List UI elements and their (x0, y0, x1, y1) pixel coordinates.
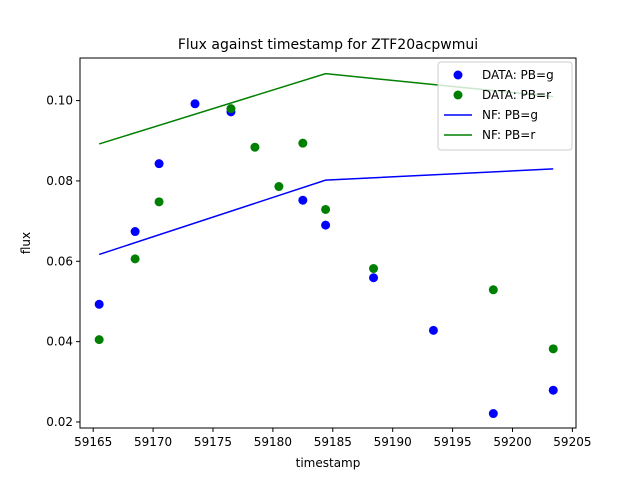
data-point (298, 195, 308, 205)
axes-frame (79, 57, 577, 429)
legend-label: DATA: PB=r (482, 88, 551, 102)
legend-marker (453, 90, 463, 100)
data-point (548, 385, 558, 395)
series-line (98, 168, 554, 256)
data-point (369, 273, 379, 283)
data-point (154, 197, 164, 207)
y-axis-label: flux (19, 232, 33, 254)
x-tick-label: 59195 (434, 435, 472, 449)
data-point (298, 138, 308, 148)
x-tick-label: 59190 (374, 435, 412, 449)
data-point (250, 142, 260, 152)
x-axis-label: timestamp (296, 456, 361, 470)
data-point (321, 204, 331, 214)
x-tick-label: 59200 (493, 435, 531, 449)
legend-label: NF: PB=r (482, 128, 535, 142)
x-tick-label: 59165 (74, 435, 112, 449)
plot-area (94, 72, 558, 419)
y-tick-label: 0.04 (46, 335, 73, 349)
y-tick-label: 0.08 (46, 174, 73, 188)
x-tick-label: 59175 (194, 435, 232, 449)
legend-label: DATA: PB=g (482, 68, 554, 82)
chart-title: Flux against timestamp for ZTF20acpwmui (178, 37, 478, 53)
data-point (226, 104, 236, 114)
x-tick-label: 59205 (553, 435, 591, 449)
data-point (548, 344, 558, 354)
x-tick-label: 59185 (314, 435, 352, 449)
x-tick-label: 59180 (254, 435, 292, 449)
y-tick-label: 0.10 (46, 94, 73, 108)
data-point (130, 254, 140, 264)
data-point (321, 220, 331, 230)
data-point (274, 182, 284, 192)
data-point (369, 264, 379, 274)
data-point (94, 335, 104, 345)
y-axis: 0.02 0.04 0.06 0.08 0.10 (46, 94, 80, 429)
legend: DATA: PB=g DATA: PB=r NF: PB=g NF: PB=r (437, 61, 573, 151)
legend-box (437, 61, 573, 151)
x-tick-label: 59170 (134, 435, 172, 449)
legend-label: NF: PB=g (482, 108, 538, 122)
legend-marker (453, 70, 463, 80)
x-axis: 59165 59170 59175 59180 59185 59190 59195 59200… (74, 428, 591, 449)
y-tick-label: 0.02 (46, 415, 73, 429)
data-point (428, 325, 438, 335)
data-point (154, 159, 164, 169)
data-point (190, 99, 200, 109)
data-point (488, 285, 498, 295)
data-point (94, 299, 104, 309)
data-point (130, 227, 140, 237)
y-tick-label: 0.06 (46, 254, 73, 268)
data-point (488, 409, 498, 419)
